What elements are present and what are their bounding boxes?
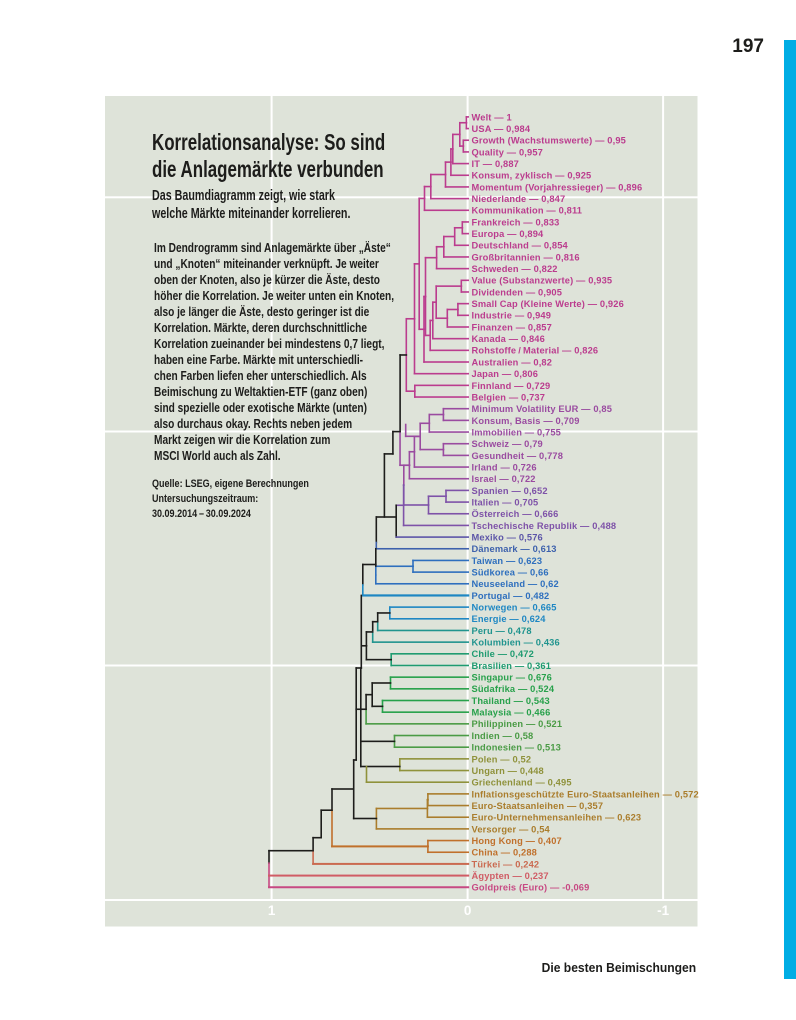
svg-text:Ungarn — 0,448: Ungarn — 0,448: [472, 766, 544, 776]
svg-text:Dividenden — 0,905: Dividenden — 0,905: [472, 287, 563, 297]
svg-text:Israel — 0,722: Israel — 0,722: [472, 474, 536, 484]
svg-text:0: 0: [464, 903, 472, 918]
svg-text:Tschechische Republik — 0,488: Tschechische Republik — 0,488: [472, 521, 617, 531]
svg-text:Österreich — 0,666: Österreich — 0,666: [472, 509, 559, 519]
svg-text:Taiwan — 0,623: Taiwan — 0,623: [472, 556, 543, 566]
svg-text:Euro-Unternehmensanleihen — 0,: Euro-Unternehmensanleihen — 0,623: [472, 813, 642, 823]
svg-text:Finnland — 0,729: Finnland — 0,729: [472, 381, 551, 391]
svg-text:Value (Substanzwerte) — 0,935: Value (Substanzwerte) — 0,935: [472, 276, 613, 286]
svg-text:Konsum, zyklisch — 0,925: Konsum, zyklisch — 0,925: [472, 171, 592, 181]
svg-text:Türkei — 0,242: Türkei — 0,242: [472, 859, 540, 869]
svg-text:Thailand — 0,543: Thailand — 0,543: [472, 696, 550, 706]
svg-text:USA — 0,984: USA — 0,984: [472, 124, 531, 134]
svg-text:IT — 0,887: IT — 0,887: [472, 159, 520, 169]
svg-text:Immobilien — 0,755: Immobilien — 0,755: [472, 427, 562, 437]
svg-text:Momentum (Vorjahressieger) — 0: Momentum (Vorjahressieger) — 0,896: [472, 182, 643, 192]
svg-text:Deutschland — 0,854: Deutschland — 0,854: [472, 241, 569, 251]
svg-text:Small Cap (Kleine Werte) — 0,9: Small Cap (Kleine Werte) — 0,926: [472, 299, 624, 309]
svg-text:Indien — 0,58: Indien — 0,58: [472, 731, 534, 741]
svg-text:Hong Kong — 0,407: Hong Kong — 0,407: [472, 836, 562, 846]
svg-text:Minimum Volatility EUR — 0,85: Minimum Volatility EUR — 0,85: [472, 404, 613, 414]
svg-text:Japan — 0,806: Japan — 0,806: [472, 369, 539, 379]
svg-text:Portugal — 0,482: Portugal — 0,482: [472, 591, 550, 601]
svg-text:Belgien — 0,737: Belgien — 0,737: [472, 392, 546, 402]
svg-text:Schweden — 0,822: Schweden — 0,822: [472, 264, 558, 274]
svg-text:Versorger — 0,54: Versorger — 0,54: [472, 824, 551, 834]
svg-text:Schweiz — 0,79: Schweiz — 0,79: [472, 439, 543, 449]
svg-text:Europa — 0,894: Europa — 0,894: [472, 229, 545, 239]
svg-text:Australien — 0,82: Australien — 0,82: [472, 357, 553, 367]
svg-text:-1: -1: [657, 903, 669, 918]
svg-text:Kolumbien — 0,436: Kolumbien — 0,436: [472, 638, 560, 648]
svg-text:Malaysia — 0,466: Malaysia — 0,466: [472, 708, 551, 718]
svg-text:Euro-Staatsanleihen — 0,357: Euro-Staatsanleihen — 0,357: [472, 801, 604, 811]
svg-text:Rohstoffe / Material — 0,826: Rohstoffe / Material — 0,826: [472, 346, 599, 356]
svg-text:Konsum, Basis — 0,709: Konsum, Basis — 0,709: [472, 416, 580, 426]
svg-text:Irland — 0,726: Irland — 0,726: [472, 463, 537, 473]
svg-text:Ägypten — 0,237: Ägypten — 0,237: [472, 871, 549, 881]
svg-text:Norwegen — 0,665: Norwegen — 0,665: [472, 603, 557, 613]
svg-text:Peru — 0,478: Peru — 0,478: [472, 626, 532, 636]
svg-text:Goldpreis (Euro) — -0,069: Goldpreis (Euro) — -0,069: [472, 883, 590, 893]
svg-text:Gesundheit — 0,778: Gesundheit — 0,778: [472, 451, 564, 461]
svg-text:Südkorea — 0,66: Südkorea — 0,66: [472, 568, 549, 578]
svg-text:Kanada — 0,846: Kanada — 0,846: [472, 334, 545, 344]
svg-text:Singapur — 0,676: Singapur — 0,676: [472, 673, 552, 683]
svg-text:Inflationsgeschützte Euro-Staa: Inflationsgeschützte Euro-Staatsanleihen…: [472, 789, 699, 799]
svg-text:Energie — 0,624: Energie — 0,624: [472, 614, 547, 624]
svg-text:Italien — 0,705: Italien — 0,705: [472, 498, 539, 508]
svg-text:Südafrika — 0,524: Südafrika — 0,524: [472, 684, 555, 694]
svg-text:Kommunikation — 0,811: Kommunikation — 0,811: [472, 206, 583, 216]
svg-text:Growth (Wachstumswerte) — 0,95: Growth (Wachstumswerte) — 0,95: [472, 136, 627, 146]
svg-text:Neuseeland — 0,62: Neuseeland — 0,62: [472, 579, 559, 589]
svg-text:China — 0,288: China — 0,288: [472, 848, 538, 858]
svg-text:Mexiko — 0,576: Mexiko — 0,576: [472, 533, 543, 543]
svg-text:Dänemark — 0,613: Dänemark — 0,613: [472, 544, 557, 554]
svg-text:Großbritannien — 0,816: Großbritannien — 0,816: [472, 252, 580, 262]
svg-text:Finanzen — 0,857: Finanzen — 0,857: [472, 322, 552, 332]
svg-text:Spanien — 0,652: Spanien — 0,652: [472, 486, 548, 496]
svg-text:Indonesien — 0,513: Indonesien — 0,513: [472, 743, 562, 753]
svg-text:Quality — 0,957: Quality — 0,957: [472, 147, 544, 157]
svg-text:Philippinen — 0,521: Philippinen — 0,521: [472, 719, 563, 729]
svg-text:Welt — 1: Welt — 1: [472, 112, 512, 122]
svg-text:Niederlande — 0,847: Niederlande — 0,847: [472, 194, 566, 204]
svg-text:Griechenland — 0,495: Griechenland — 0,495: [472, 778, 572, 788]
svg-text:Frankreich — 0,833: Frankreich — 0,833: [472, 217, 560, 227]
svg-text:Polen — 0,52: Polen — 0,52: [472, 754, 532, 764]
svg-text:1: 1: [268, 903, 276, 918]
svg-text:Industrie — 0,949: Industrie — 0,949: [472, 311, 552, 321]
svg-text:Brasilien — 0,361: Brasilien — 0,361: [472, 661, 552, 671]
svg-text:Chile — 0,472: Chile — 0,472: [472, 649, 534, 659]
